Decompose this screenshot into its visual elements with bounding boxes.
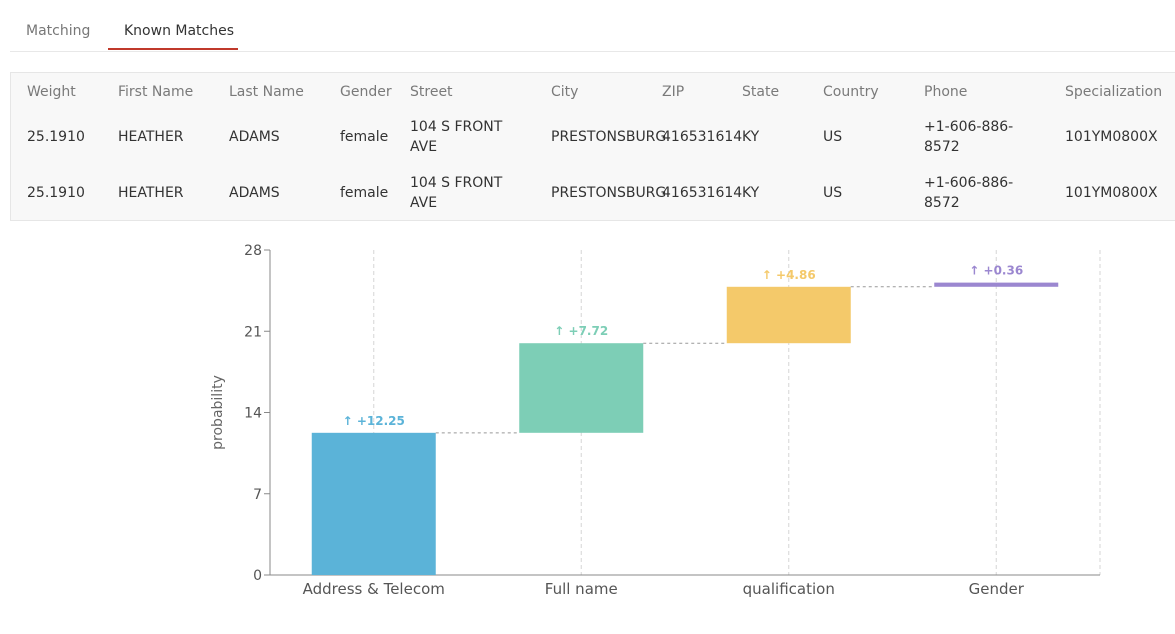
cell-specialization: 101YM0800X xyxy=(1065,129,1158,145)
y-tick-label: 7 xyxy=(253,487,262,503)
cell-zip: 416531614 xyxy=(662,129,743,145)
cell-gender: female xyxy=(340,129,389,145)
x-category-label: Address & Telecom xyxy=(303,580,445,598)
waterfall-bar xyxy=(311,432,436,575)
waterfall-bar xyxy=(519,343,644,433)
cell-city: PRESTONSBURG xyxy=(551,129,667,145)
column-header-zip[interactable]: ZIP xyxy=(662,84,685,100)
table-row[interactable]: 25.1910 HEATHER ADAMS female 104 S FRONT… xyxy=(11,115,1175,159)
cell-phone: +1-606-886-8572 xyxy=(924,119,1014,155)
cell-weight: 25.1910 xyxy=(27,185,85,201)
column-header-city[interactable]: City xyxy=(551,84,579,100)
x-category-label: qualification xyxy=(743,580,835,598)
data-label: ↑ +7.72 xyxy=(554,324,608,338)
tab-known-matches[interactable]: Known Matches xyxy=(108,12,238,50)
y-axis-label: probability xyxy=(210,375,226,450)
cell-street: 104 S FRONT AVE xyxy=(410,175,503,211)
column-header-weight[interactable]: Weight xyxy=(27,84,76,100)
data-label: ↑ +12.25 xyxy=(343,414,405,428)
column-header-first-name[interactable]: First Name xyxy=(118,84,194,100)
cell-last-name: ADAMS xyxy=(229,185,280,201)
column-header-street[interactable]: Street xyxy=(410,84,453,100)
column-header-country[interactable]: Country xyxy=(823,84,879,100)
y-tick-label: 21 xyxy=(244,324,262,340)
cell-state: KY xyxy=(742,185,760,201)
cell-state: KY xyxy=(742,129,760,145)
cell-phone: +1-606-886-8572 xyxy=(924,175,1014,211)
y-tick-label: 28 xyxy=(244,243,262,259)
column-header-phone[interactable]: Phone xyxy=(924,84,968,100)
cell-street: 104 S FRONT AVE xyxy=(410,119,503,155)
waterfall-bar xyxy=(934,282,1059,287)
table-row[interactable]: 25.1910 HEATHER ADAMS female 104 S FRONT… xyxy=(11,171,1175,215)
waterfall-bar xyxy=(726,286,851,344)
cell-country: US xyxy=(823,129,843,145)
column-header-state[interactable]: State xyxy=(742,84,780,100)
cell-last-name: ADAMS xyxy=(229,129,280,145)
known-matches-table: Weight First Name Last Name Gender Stree… xyxy=(10,72,1175,221)
column-header-last-name[interactable]: Last Name xyxy=(229,84,304,100)
data-label: ↑ +0.36 xyxy=(969,264,1023,278)
y-tick-label: 0 xyxy=(253,568,262,584)
cell-zip: 416531614 xyxy=(662,185,743,201)
cell-first-name: HEATHER xyxy=(118,129,184,145)
cell-weight: 25.1910 xyxy=(27,129,85,145)
cell-country: US xyxy=(823,185,843,201)
column-header-specialization[interactable]: Specialization xyxy=(1065,84,1163,100)
x-category-label: Gender xyxy=(969,580,1025,598)
cell-gender: female xyxy=(340,185,389,201)
cell-first-name: HEATHER xyxy=(118,185,184,201)
tab-bar: Matching Known Matches xyxy=(10,12,1175,52)
data-label: ↑ +4.86 xyxy=(762,268,816,282)
y-tick-label: 14 xyxy=(244,406,262,422)
column-header-gender[interactable]: Gender xyxy=(340,84,392,100)
cell-city: PRESTONSBURG xyxy=(551,185,667,201)
tab-matching[interactable]: Matching xyxy=(26,23,91,39)
x-category-label: Full name xyxy=(545,580,618,598)
cell-specialization: 101YM0800X xyxy=(1065,185,1158,201)
table-header-row: Weight First Name Last Name Gender Stree… xyxy=(11,73,1175,111)
